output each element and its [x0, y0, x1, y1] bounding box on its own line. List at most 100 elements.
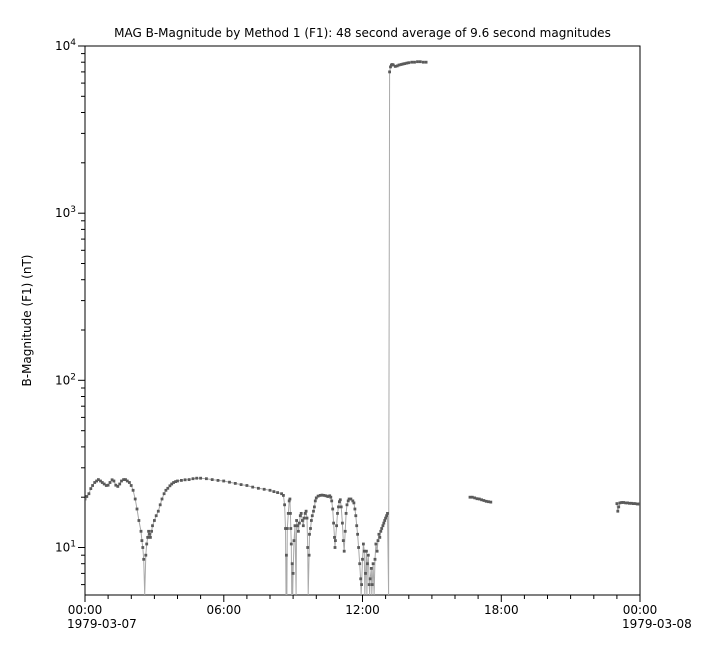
data-point: [355, 524, 359, 528]
data-point: [314, 496, 318, 500]
data-point: [362, 549, 366, 553]
data-point: [251, 485, 255, 489]
data-point: [147, 529, 150, 533]
data-point: [301, 519, 304, 522]
data-point: [316, 494, 320, 498]
data-point: [356, 532, 359, 536]
data-point: [299, 512, 303, 515]
data-point: [354, 514, 358, 518]
data-point: [150, 529, 153, 533]
data-point: [345, 503, 349, 507]
data-point: [369, 567, 373, 570]
data-point: [151, 524, 154, 528]
data-point: [301, 524, 305, 528]
data-point: [618, 501, 622, 505]
data-point: [376, 539, 380, 542]
data-point: [112, 479, 116, 483]
data-point: [357, 546, 360, 549]
x-date-label: 1979-03-07: [67, 617, 137, 631]
data-point: [380, 527, 384, 530]
data-point: [149, 536, 152, 539]
data-point: [124, 478, 127, 481]
data-point: [335, 524, 338, 528]
data-point: [379, 529, 383, 533]
data-point: [170, 482, 174, 486]
data-point: [128, 481, 131, 484]
data-point: [349, 497, 353, 501]
data-point: [142, 557, 146, 561]
data-point: [172, 481, 175, 484]
y-tick-label: 101: [55, 540, 76, 555]
data-point: [370, 583, 374, 586]
data-point: [180, 479, 183, 482]
data-point: [339, 505, 343, 509]
data-point: [338, 498, 342, 502]
data-point: [365, 549, 368, 553]
data-point: [296, 524, 299, 528]
data-point: [353, 507, 357, 511]
data-point: [160, 497, 164, 501]
data-point: [176, 479, 179, 483]
data-point: [326, 495, 330, 498]
data-point: [195, 476, 199, 480]
data-point: [358, 562, 362, 566]
data-point: [291, 572, 295, 575]
data-point: [313, 505, 316, 509]
data-point: [183, 478, 187, 482]
data-point: [362, 542, 365, 546]
data-point: [104, 484, 108, 487]
data-point: [106, 483, 110, 487]
x-tick-label: 18:00: [484, 603, 519, 617]
data-point: [342, 549, 346, 553]
data-point: [367, 583, 371, 586]
data-point: [297, 529, 300, 533]
data-point: [144, 553, 148, 557]
data-point: [401, 62, 405, 66]
data-point: [199, 476, 202, 480]
data-point: [384, 516, 387, 520]
data-point: [352, 501, 356, 505]
data-point: [280, 492, 283, 496]
data-point: [413, 60, 416, 64]
data-point: [421, 60, 425, 64]
data-point: [393, 65, 397, 68]
data-point: [322, 494, 326, 497]
data-point: [374, 542, 378, 546]
data-point: [375, 549, 379, 553]
data-point: [302, 516, 306, 520]
x-date-label: 1979-03-08: [622, 617, 692, 631]
data-point: [131, 488, 135, 492]
data-point: [148, 532, 151, 536]
data-point: [347, 497, 351, 501]
data-point: [289, 542, 293, 546]
data-point: [477, 497, 481, 501]
data-point: [330, 499, 334, 503]
y-tick-label: 103: [55, 205, 76, 220]
data-point: [344, 512, 348, 515]
data-point: [313, 499, 317, 503]
data-point: [381, 524, 385, 528]
data-point: [389, 65, 392, 69]
data-point: [168, 484, 172, 488]
data-point: [289, 512, 292, 515]
data-point: [293, 524, 297, 528]
data-point: [405, 61, 409, 65]
data-point: [366, 553, 370, 557]
data-point: [318, 494, 322, 497]
data-point: [239, 483, 243, 486]
data-point: [320, 493, 324, 497]
data-point: [373, 557, 377, 561]
data-point: [99, 479, 102, 483]
data-point: [122, 478, 125, 481]
data-point: [286, 512, 290, 515]
data-point: [153, 519, 156, 522]
data-point: [386, 512, 389, 515]
data-point: [622, 501, 625, 504]
data-point: [334, 539, 337, 542]
data-point: [343, 529, 347, 533]
data-point: [85, 497, 87, 501]
x-tick-label: 00:00: [623, 603, 658, 617]
plot-border: [84, 45, 641, 596]
data-point: [482, 499, 486, 502]
data-point: [118, 482, 122, 486]
